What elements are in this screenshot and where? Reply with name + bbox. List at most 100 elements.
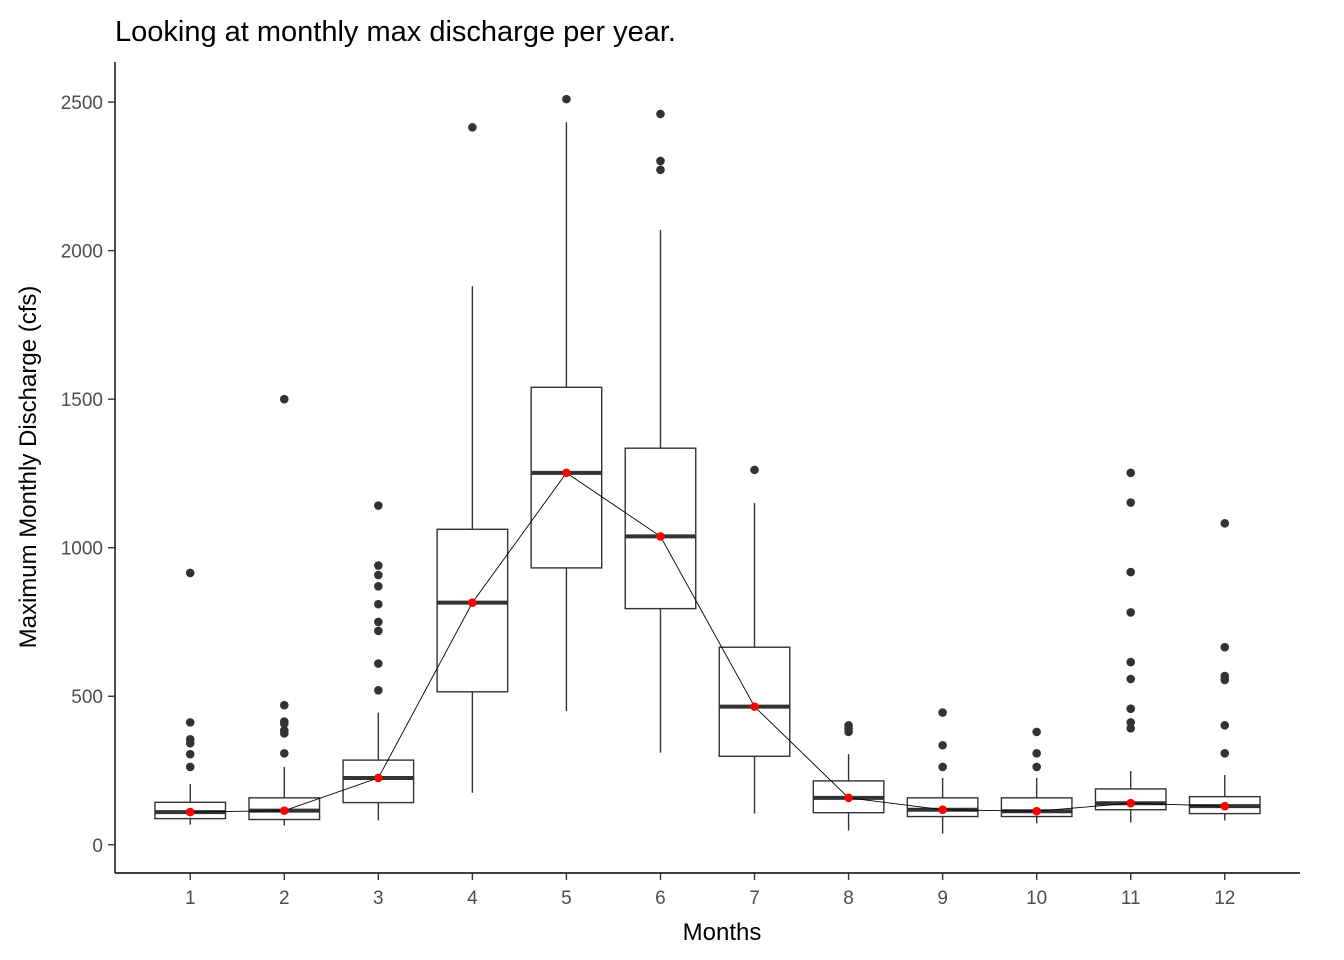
- outlier-point: [656, 165, 665, 175]
- y-tick-label: 2000: [61, 242, 103, 263]
- outlier-point: [468, 123, 477, 132]
- outlier-point: [938, 740, 947, 750]
- x-tick-label: 6: [655, 888, 666, 909]
- x-tick-label: 11: [1121, 888, 1141, 909]
- box-month-2: [248, 394, 321, 826]
- median-point: [750, 702, 759, 711]
- outlier-point: [185, 568, 195, 578]
- outlier-point: [1220, 721, 1230, 730]
- x-tick-label: 12: [1214, 888, 1235, 909]
- outlier-point: [374, 561, 383, 570]
- median-point: [185, 807, 195, 817]
- x-tick-label: 2: [279, 888, 290, 909]
- outlier-point: [374, 626, 383, 636]
- y-axis-title: Maximum Monthly Discharge (cfs): [15, 286, 42, 649]
- median-point: [562, 468, 571, 478]
- x-axis-title: Months: [683, 919, 762, 946]
- outlier-point: [185, 718, 195, 727]
- outlier-point: [656, 109, 665, 119]
- outlier-point: [656, 156, 665, 166]
- outlier-point: [1032, 748, 1041, 758]
- y-tick-label: 1500: [61, 390, 103, 411]
- median-point: [468, 598, 477, 607]
- median-point: [279, 806, 289, 815]
- box-iqr: [718, 646, 791, 757]
- box-month-5: [530, 94, 603, 712]
- box-month-6: [624, 109, 697, 753]
- outlier-point: [1220, 642, 1230, 652]
- y-tick-label: 0: [92, 836, 103, 857]
- outlier-point: [374, 686, 383, 695]
- x-tick-label: 10: [1026, 888, 1047, 909]
- outlier-point: [279, 700, 289, 710]
- box-month-3: [342, 501, 415, 821]
- outlier-point: [1126, 718, 1136, 727]
- outlier-point: [374, 582, 383, 591]
- outlier-point: [1126, 704, 1136, 714]
- outlier-point: [750, 465, 759, 475]
- outlier-point: [185, 749, 195, 759]
- x-tick-label: 1: [185, 888, 196, 909]
- box-month-12: [1188, 519, 1261, 821]
- median-point: [844, 793, 853, 803]
- outlier-point: [1126, 674, 1136, 684]
- outlier-point: [185, 762, 195, 772]
- median-point: [1032, 806, 1041, 816]
- y-tick-label: 1000: [61, 539, 103, 560]
- outlier-point: [1126, 468, 1136, 478]
- box-iqr: [624, 447, 697, 610]
- y-axis: 0 500 1000 1500 2000 2500: [61, 62, 116, 873]
- outlier-point: [1126, 567, 1136, 577]
- box-month-7: [718, 465, 791, 814]
- outlier-point: [1126, 498, 1136, 507]
- median-point: [374, 773, 383, 783]
- outlier-point: [1032, 727, 1041, 737]
- box-iqr: [530, 386, 603, 569]
- outlier-point: [1126, 608, 1136, 617]
- x-tick-label: 8: [843, 888, 854, 909]
- x-tick-label: 9: [937, 888, 948, 909]
- outlier-point: [374, 501, 383, 510]
- outlier-point: [938, 708, 947, 717]
- outlier-point: [1126, 657, 1136, 667]
- outlier-point: [374, 599, 383, 609]
- outlier-point: [279, 726, 289, 735]
- outlier-point: [1220, 519, 1230, 528]
- box-month-8: [812, 721, 885, 831]
- box-month-9: [906, 708, 979, 834]
- median-point: [1220, 801, 1230, 811]
- box-month-11: [1094, 468, 1167, 823]
- box-iqr: [342, 759, 415, 804]
- outlier-point: [279, 748, 289, 758]
- box-month-1: [154, 568, 227, 825]
- box-iqr: [436, 528, 509, 693]
- outlier-point: [374, 617, 383, 627]
- median-trend-line: [190, 472, 1225, 813]
- chart-title: Looking at monthly max discharge per yea…: [115, 16, 676, 48]
- outlier-point: [938, 762, 947, 772]
- outlier-point: [374, 659, 383, 668]
- x-tick-label: 7: [749, 888, 760, 909]
- y-tick-label: 2500: [61, 93, 103, 114]
- outlier-point: [279, 394, 289, 404]
- outlier-point: [374, 570, 383, 580]
- median-point: [656, 532, 665, 541]
- median-point: [938, 805, 947, 815]
- outlier-point: [1032, 762, 1041, 772]
- outlier-point: [279, 717, 289, 726]
- x-tick-label: 4: [467, 888, 478, 909]
- x-axis: 1 2 3 4 5 6 7 8 9 10 11 12: [115, 872, 1300, 909]
- median-point: [1126, 798, 1136, 808]
- x-tick-label: 5: [561, 888, 572, 909]
- outlier-point: [185, 735, 195, 744]
- outlier-point: [844, 721, 853, 730]
- box-month-4: [436, 123, 509, 793]
- outlier-point: [1126, 724, 1136, 733]
- plot-area: [154, 94, 1261, 834]
- x-tick-label: 3: [373, 888, 384, 909]
- outlier-point: [562, 94, 571, 104]
- y-tick-label: 500: [71, 687, 103, 708]
- outlier-point: [1220, 671, 1230, 681]
- outlier-point: [1220, 748, 1230, 758]
